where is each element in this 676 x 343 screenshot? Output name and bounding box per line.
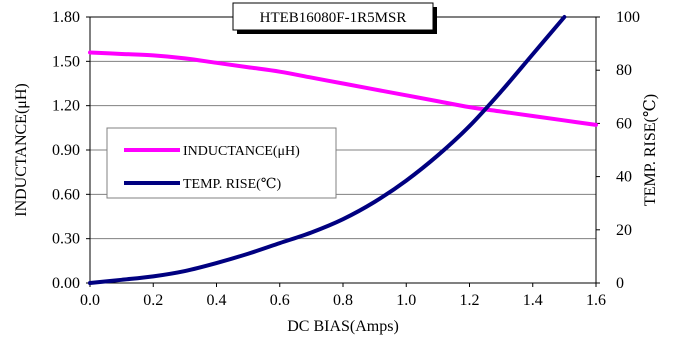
y-left-tick-label: 0.30: [52, 231, 80, 248]
x-tick-label: 0.0: [80, 292, 100, 309]
y-axis-right-title: TEMP. RISE(℃): [642, 94, 659, 206]
x-tick-label: 0.8: [333, 292, 353, 309]
y-left-tick-label: 0.00: [52, 275, 80, 292]
y-left-tick-label: 1.50: [52, 53, 80, 70]
y-right-tick-label: 20: [616, 222, 632, 239]
y-right-tick-label: 40: [616, 169, 632, 186]
legend: INDUCTANCE(μH) TEMP. RISE(℃): [106, 127, 337, 199]
y-axis-left-title: INDUCTANCE(μH): [13, 83, 30, 217]
axis-ticks: 0.00 0.30 0.60 0.90 1.20 1.50 1.80 0 20 40 60 80 100…: [52, 9, 640, 309]
x-tick-label: 1.4: [523, 292, 543, 309]
x-tick-label: 1.0: [396, 292, 416, 309]
x-tick-label: 0.6: [270, 292, 290, 309]
chart-title-box: HTEB16080F-1R5MSR: [232, 2, 437, 34]
x-tick-label: 0.4: [207, 292, 227, 309]
y-left-tick-label: 0.60: [52, 186, 80, 203]
y-left-tick-label: 0.90: [52, 142, 80, 159]
series-line-temp-rise: [88, 15, 567, 285]
x-axis-title: DC BIAS(Amps): [287, 318, 399, 335]
legend-label-inductance: INDUCTANCE(μH): [183, 144, 300, 159]
chart-title: HTEB16080F-1R5MSR: [260, 10, 407, 26]
y-right-tick-label: 0: [616, 275, 624, 292]
y-right-tick-label: 80: [616, 62, 632, 79]
series-lines: [88, 15, 598, 285]
y-right-tick-label: 60: [616, 115, 632, 132]
x-tick-label: 0.2: [143, 292, 163, 309]
legend-box: [106, 127, 337, 199]
y-left-tick-label: 1.80: [52, 9, 80, 26]
x-tick-label: 1.6: [586, 292, 606, 309]
legend-label-temp-rise: TEMP. RISE(℃): [183, 177, 281, 192]
series-line-inductance: [88, 50, 598, 127]
x-tick-label: 1.2: [460, 292, 480, 309]
y-right-tick-label: 100: [616, 9, 640, 26]
title-box: [232, 2, 434, 31]
y-left-tick-label: 1.20: [52, 98, 80, 115]
